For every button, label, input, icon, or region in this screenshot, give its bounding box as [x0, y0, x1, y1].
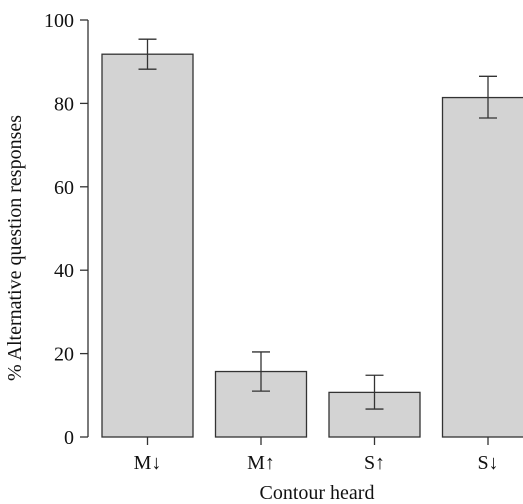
y-tick-label: 60: [54, 177, 74, 199]
error-bars: [138, 38, 497, 410]
x-tick-label: M↓: [134, 452, 162, 474]
y-axis-title: % Alternative question responses: [4, 115, 26, 381]
y-tick-label: 100: [44, 10, 74, 32]
x-axis: M↓ M↑ S↑ S↓: [134, 437, 499, 474]
bars: [101, 53, 523, 438]
bar: [101, 53, 194, 438]
x-tick-label: M↑: [247, 452, 275, 474]
y-tick-label: 40: [54, 260, 74, 282]
y-tick-label: 0: [64, 427, 74, 449]
x-tick-label: S↓: [477, 452, 498, 474]
bar: [441, 96, 523, 438]
x-tick-label: S↑: [364, 452, 385, 474]
y-axis: 0 20 40 60 80 100: [44, 10, 89, 449]
y-tick-label: 80: [54, 93, 74, 115]
y-tick-label: 20: [54, 344, 74, 366]
x-axis-title: Contour heard: [260, 482, 375, 504]
